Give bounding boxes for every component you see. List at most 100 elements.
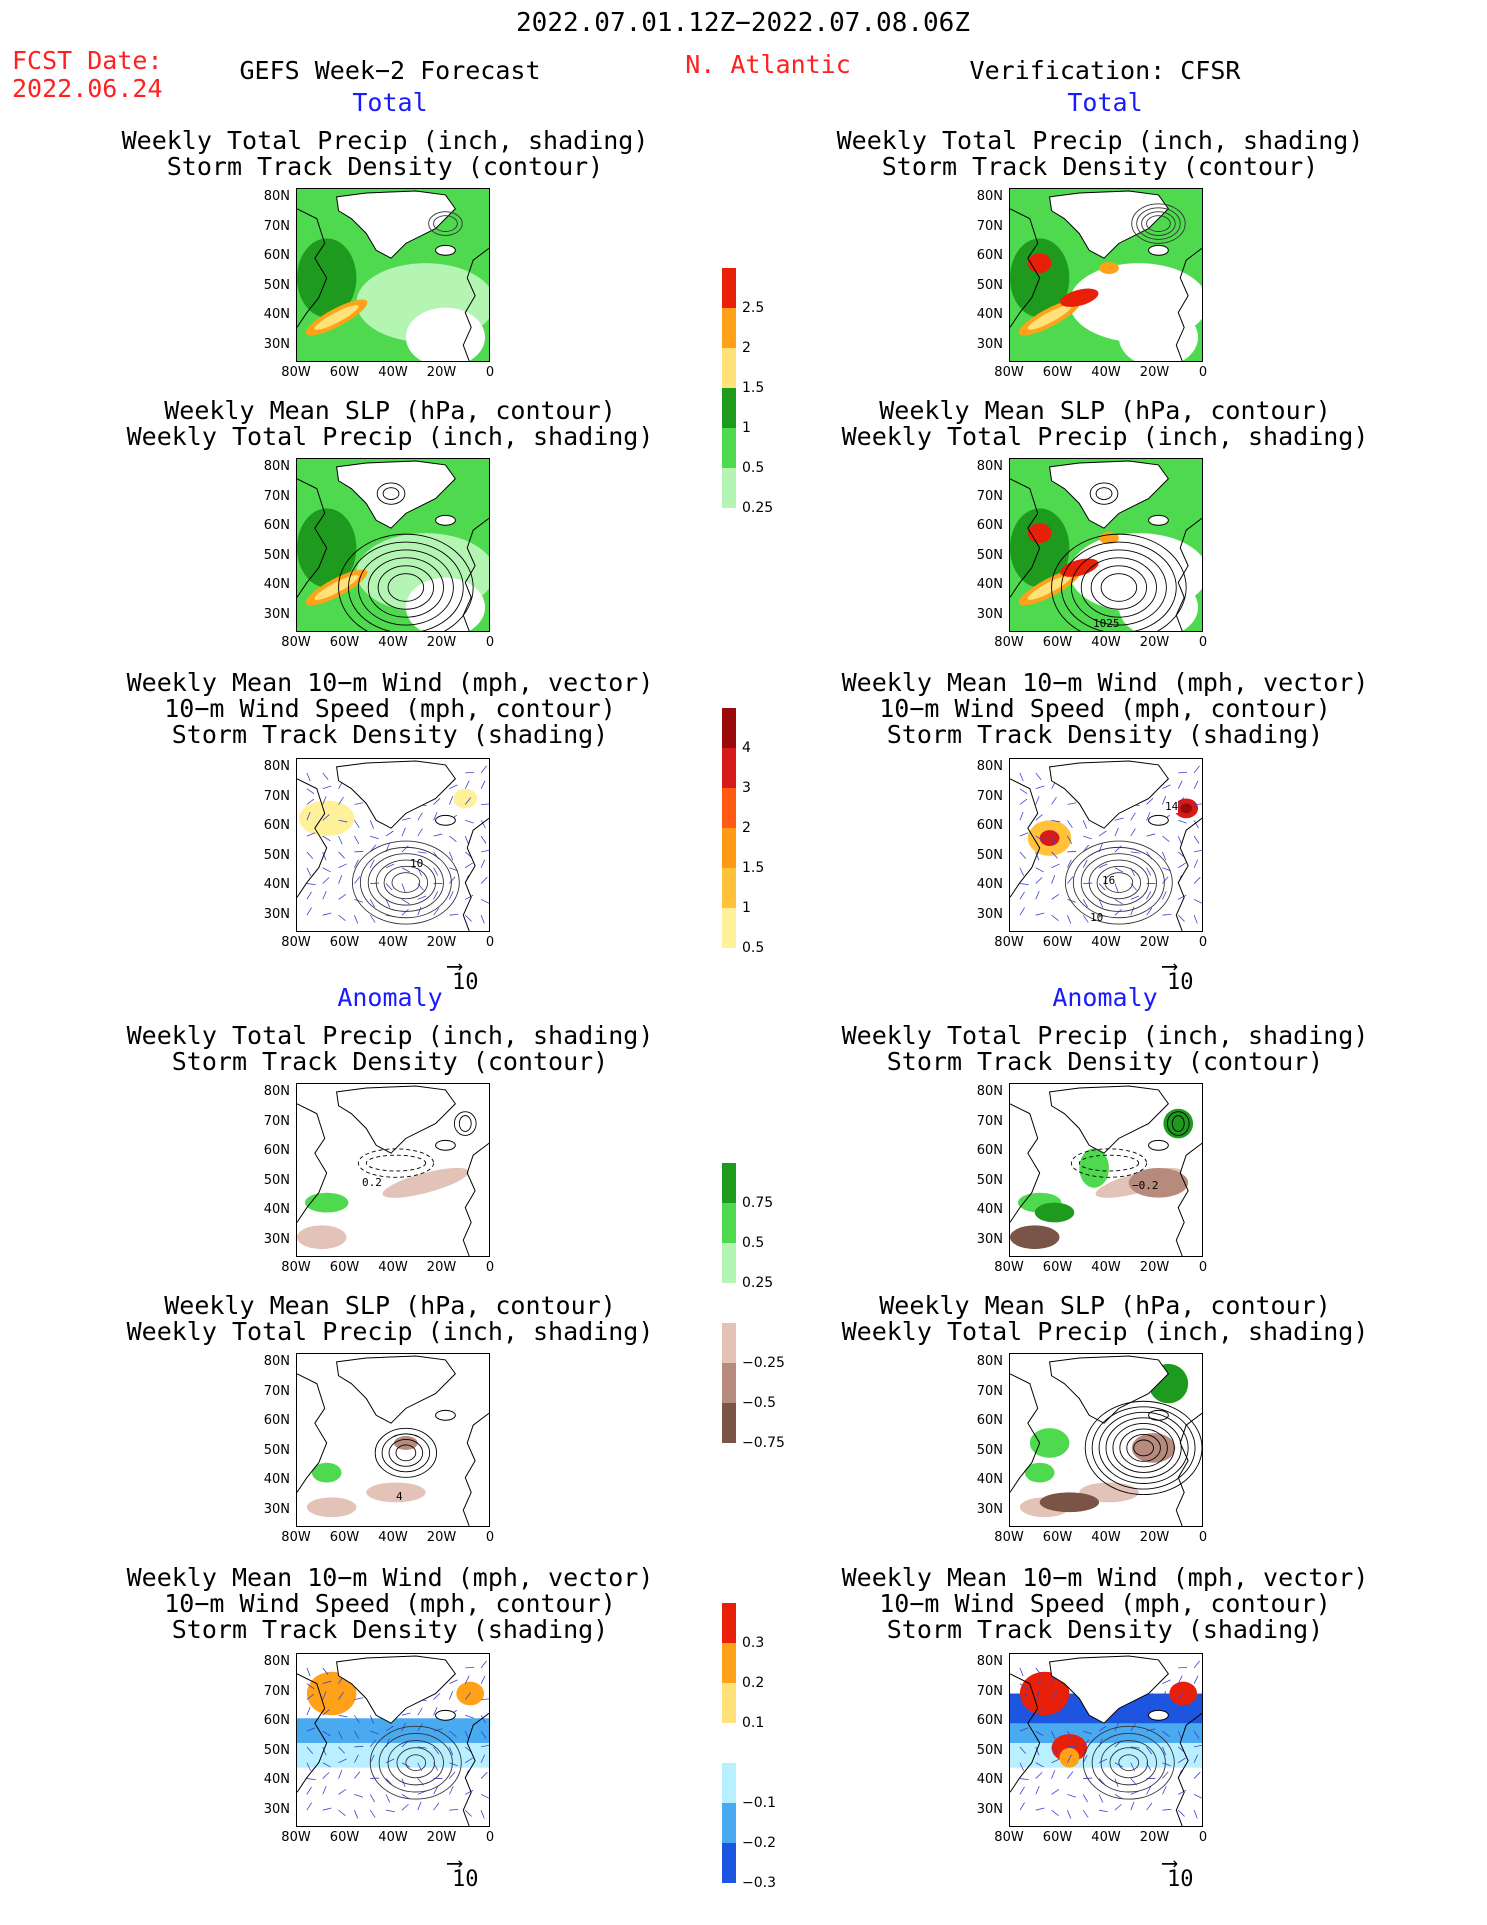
wind-vector: [449, 1730, 457, 1737]
wind-speed-contour: [383, 865, 429, 900]
wind-speed-contour: [391, 872, 421, 893]
gefs-precip-anom-map: [296, 1083, 490, 1257]
wind-vector: [306, 883, 316, 886]
wind-vector: [464, 1730, 469, 1740]
wind-vector: [1193, 1660, 1200, 1669]
lon-tick-label: 60W: [329, 1260, 360, 1275]
fcst-date-label: FCST Date:: [12, 46, 163, 75]
wind-vector: [1098, 1794, 1104, 1803]
lat-tick-label: 50N: [263, 1172, 290, 1188]
wind-vector: [1146, 1706, 1151, 1716]
slp-anomaly-contour: [395, 1444, 417, 1462]
wind-vector: [1019, 1693, 1028, 1700]
wind-vector: [480, 1754, 486, 1763]
wind-vector: [480, 765, 487, 774]
colorbar-label: 0.3: [742, 1635, 765, 1651]
wind-vector: [1130, 1746, 1140, 1749]
wind-vector: [1082, 1794, 1088, 1803]
lon-tick-label: 60W: [329, 365, 360, 380]
wind-vector: [449, 1762, 458, 1767]
precip-shading: [1027, 305, 1072, 330]
colorbar-label: 1.5: [742, 860, 765, 876]
wind-vector: [449, 796, 454, 805]
lon-tick-label: 80W: [281, 935, 311, 950]
wind-vector: [354, 1793, 363, 1798]
wind-vector: [385, 1725, 394, 1732]
wind-vector: [1146, 833, 1156, 837]
colorbar-segment: [722, 1203, 736, 1243]
colorbar-label: 0.25: [742, 500, 774, 516]
wind-vector: [322, 835, 331, 842]
wind-vector: [369, 899, 375, 908]
wind-speed-contour: [1096, 865, 1142, 900]
wind-vector: [1162, 1746, 1167, 1756]
wind-vector: [1051, 863, 1060, 869]
contour-label: 0.2: [362, 1176, 382, 1189]
wind-vector: [354, 859, 359, 868]
wind-vector: [1178, 1757, 1186, 1764]
wind-vector: [464, 780, 470, 789]
map-canvas: [1010, 1085, 1202, 1256]
wind-vector: [1146, 907, 1153, 916]
title-gefs-wind-total: Weekly Mean 10−m Wind (mph, vector) 10−m…: [126, 668, 654, 749]
lat-tick-label: 50N: [976, 847, 1003, 863]
lat-tick-label: 30N: [976, 1231, 1003, 1247]
precip-anomaly-shading: [1029, 1428, 1070, 1458]
lat-tick-label: 40N: [976, 1472, 1003, 1487]
slp-anomaly-contour: [381, 1433, 431, 1473]
wind-vector: [449, 1679, 458, 1685]
wind-vector: [1067, 850, 1077, 853]
wind-vector: [1035, 835, 1044, 842]
europe-africa-coast: [1175, 1142, 1202, 1256]
wind-vector: [1193, 1715, 1199, 1724]
precip-anomaly-shading: [304, 1192, 349, 1213]
colorbar-segment: [722, 788, 736, 828]
wind-vector: [1051, 1746, 1058, 1754]
title-cfsr-wind-total: Weekly Mean 10−m Wind (mph, vector) 10−m…: [841, 668, 1369, 749]
wind-vector: [1178, 894, 1187, 900]
wind-speed-contour: [351, 840, 460, 925]
wind-vector: [1193, 915, 1198, 924]
wind-vector: [1130, 895, 1140, 900]
wind-vector: [385, 899, 391, 908]
wind-vector: [1067, 1697, 1077, 1700]
wind-vector: [464, 1692, 472, 1700]
lat-tick-label: 60N: [976, 248, 1003, 263]
wind-vector: [370, 835, 379, 840]
lon-tick-label: 0: [485, 365, 495, 380]
wind-vector: [322, 1746, 327, 1756]
wind-vector: [354, 915, 359, 924]
wind-vector: [306, 1727, 316, 1732]
precip-anomaly-shading: [1024, 1462, 1055, 1483]
section-total-right: Total: [1067, 88, 1143, 117]
colorbar-label: 0.75: [742, 1195, 774, 1211]
wind-vector: [1051, 1770, 1056, 1779]
wind-vector: [1035, 796, 1040, 805]
precip-shading: [1060, 558, 1099, 577]
wind-vector: [1067, 1730, 1073, 1740]
slp-contour: [376, 482, 406, 505]
lat-tick-label: 70N: [976, 488, 1003, 504]
wind-vector: [354, 1715, 360, 1723]
wind-vector: [1194, 849, 1202, 853]
lat-tick-label: 70N: [263, 488, 290, 504]
wind-vector: [1098, 1725, 1107, 1732]
lat-tick-label: 50N: [976, 277, 1003, 293]
colorbar-label: 1: [742, 420, 751, 436]
lat-tick-label: 40N: [263, 307, 290, 322]
wind-vector: [1130, 1707, 1136, 1716]
wind-vector: [433, 1786, 439, 1795]
slp-contour: [367, 557, 444, 618]
precip-anomaly-shading: [366, 1482, 426, 1503]
wind-vector: [1019, 832, 1029, 837]
wind-vector: [401, 827, 406, 837]
title-gefs-slp-total: Weekly Mean SLP (hPa, contour) Weekly To…: [126, 396, 654, 451]
wind-vector: [1130, 906, 1135, 916]
wind-vector: [1162, 1808, 1172, 1811]
lon-tick-label: 60W: [1042, 1260, 1073, 1275]
iceland-coast: [435, 814, 456, 826]
precip-anomaly-shading: [393, 1436, 418, 1450]
wind-vector: [1019, 907, 1025, 916]
wind-vector: [385, 1794, 391, 1803]
colorbar-label: 0.5: [742, 460, 765, 476]
